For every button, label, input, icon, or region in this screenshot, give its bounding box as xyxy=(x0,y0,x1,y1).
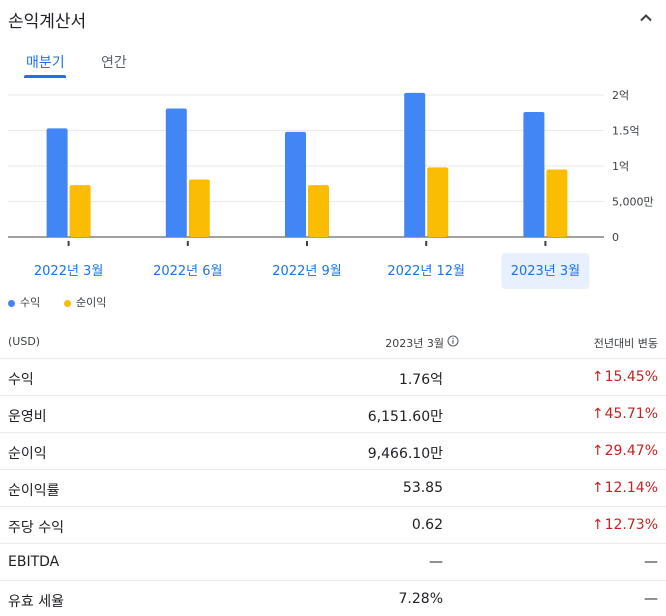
row-label: EBITDA xyxy=(8,554,60,570)
x-tick-label[interactable]: 2023년 3월 xyxy=(511,264,580,279)
y-tick-label: 0 xyxy=(612,231,619,244)
x-tick-label[interactable]: 2022년 12월 xyxy=(387,264,465,279)
row-change: ↑45.71% xyxy=(592,406,658,422)
table-row: 주당 수익 0.62 ↑12.73% xyxy=(0,507,666,544)
row-label: 유효 세율 xyxy=(8,594,64,610)
chevron-up-icon[interactable] xyxy=(638,10,654,26)
table-row: EBITDA — — xyxy=(0,544,666,581)
row-label: 순이익률 xyxy=(8,483,60,499)
bar-net-income[interactable] xyxy=(69,185,91,237)
change-value: 12.14% xyxy=(604,480,658,496)
legend-dot-revenue xyxy=(8,299,15,307)
legend-label-revenue: 수익 xyxy=(20,296,41,309)
legend-item-revenue: 수익 xyxy=(8,294,40,310)
row-value: 0.62 xyxy=(411,517,443,533)
tab-annual[interactable]: 연간 xyxy=(101,55,127,71)
currency-label: (USD) xyxy=(8,335,41,348)
row-label: 주당 수익 xyxy=(8,520,64,536)
arrow-up-icon: ↑ xyxy=(591,369,604,385)
row-value: 7.28% xyxy=(398,591,443,607)
active-tab-indicator xyxy=(24,75,66,78)
change-value: — xyxy=(644,554,658,570)
row-change: ↑12.73% xyxy=(592,517,658,533)
table-row: 순이익률 53.85 ↑12.14% xyxy=(0,470,666,507)
y-tick-label: 1.5억 xyxy=(612,125,640,138)
row-value: 1.76억 xyxy=(398,372,443,388)
arrow-up-icon: ↑ xyxy=(591,517,604,533)
row-label: 수익 xyxy=(8,372,34,388)
change-value: 15.45% xyxy=(604,369,658,385)
bar-revenue[interactable] xyxy=(46,128,68,237)
row-value: — xyxy=(429,554,443,570)
table-row: 순이익 9,466.10만 ↑29.47% xyxy=(0,433,666,470)
arrow-up-icon: ↑ xyxy=(591,443,604,459)
bar-net-income[interactable] xyxy=(188,179,210,237)
income-chart: 2억 1.5억 1억 5,000만 0 2022년 3월 2022년 6월 2022년 9월 2… xyxy=(8,89,654,289)
legend-label-net-income: 순이익 xyxy=(76,296,107,309)
row-change: ↑12.14% xyxy=(592,480,658,496)
x-tick-label[interactable]: 2022년 3월 xyxy=(34,264,103,279)
row-value: 9,466.10만 xyxy=(367,446,443,462)
bar-revenue[interactable] xyxy=(165,108,187,238)
bar-revenue[interactable] xyxy=(285,131,306,237)
arrow-up-icon: ↑ xyxy=(591,480,604,496)
info-icon[interactable] xyxy=(447,335,459,347)
table-header: (USD) 2023년 3월 전년대비 변동 xyxy=(0,323,666,359)
bar-revenue[interactable] xyxy=(404,92,426,238)
table-row: 수익 1.76억 ↑15.45% xyxy=(0,359,666,396)
bar-net-income[interactable] xyxy=(427,167,449,237)
bar-revenue[interactable] xyxy=(523,112,545,237)
yoy-change-header: 전년대비 변동 xyxy=(593,337,658,350)
change-value: — xyxy=(644,591,658,607)
row-value: 53.85 xyxy=(402,480,443,496)
tab-quarterly[interactable]: 매분기 xyxy=(26,55,65,71)
income-statement-header[interactable]: 손익계산서 xyxy=(0,0,666,40)
change-value: 45.71% xyxy=(604,406,658,422)
arrow-up-icon: ↑ xyxy=(591,406,604,422)
x-tick-label[interactable]: 2022년 9월 xyxy=(272,264,341,279)
income-table: (USD) 2023년 3월 전년대비 변동 수익 1.76억 ↑15.45% 운영비… xyxy=(0,323,666,616)
section-title: 손익계산서 xyxy=(8,12,87,32)
row-value: 6,151.60만 xyxy=(367,409,443,425)
row-change: — xyxy=(644,554,658,570)
period-tabs: 매분기 연간 xyxy=(0,48,666,82)
row-change: ↑15.45% xyxy=(592,369,658,385)
change-value: 12.73% xyxy=(604,517,658,533)
bar-net-income[interactable] xyxy=(308,185,329,237)
period-label: 2023년 3월 xyxy=(385,337,444,350)
x-tick-label[interactable]: 2022년 6월 xyxy=(153,264,222,279)
y-tick-label: 1억 xyxy=(612,160,629,173)
row-change: ↑29.47% xyxy=(592,443,658,459)
table-body: 수익 1.76억 ↑15.45% 운영비 6,151.60만 ↑45.71% 순이익 9,46… xyxy=(0,359,666,616)
y-tick-label: 2억 xyxy=(612,89,629,102)
table-row: 운영비 6,151.60만 ↑45.71% xyxy=(0,396,666,433)
y-tick-label: 5,000만 xyxy=(612,196,654,209)
change-value: 29.47% xyxy=(604,443,658,459)
legend-dot-net-income xyxy=(64,299,71,307)
table-row: 유효 세율 7.28% — xyxy=(0,581,666,616)
selected-category-highlight xyxy=(501,253,590,289)
row-label: 운영비 xyxy=(8,409,47,425)
legend-item-net-income: 순이익 xyxy=(64,294,106,310)
row-change: — xyxy=(644,591,658,607)
row-label: 순이익 xyxy=(8,446,47,462)
bar-net-income[interactable] xyxy=(546,169,568,237)
